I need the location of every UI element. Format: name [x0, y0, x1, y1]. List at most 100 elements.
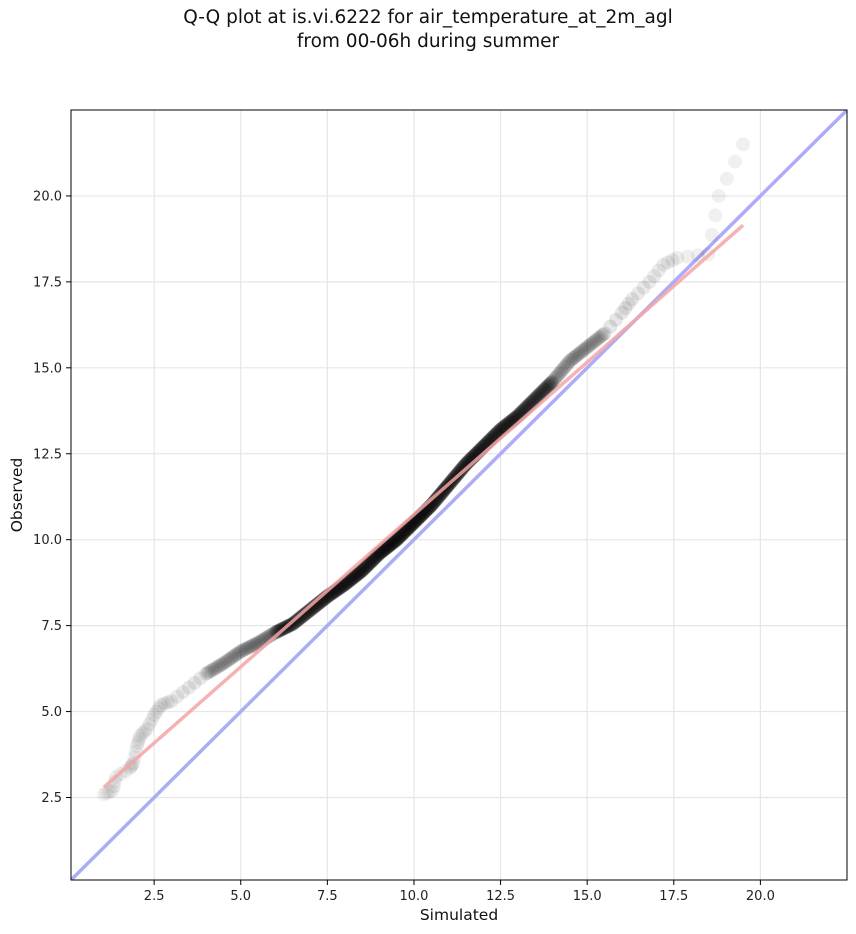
quantile-point	[625, 292, 640, 307]
quantile-point	[240, 640, 255, 655]
quantile-point	[297, 607, 312, 622]
quantile-point	[384, 537, 399, 552]
quantile-point	[534, 385, 549, 400]
y-tick-label: 5.0	[41, 705, 62, 720]
quantile-point	[127, 750, 142, 765]
quantile-point	[532, 387, 547, 402]
quantile-point	[164, 694, 179, 709]
quantile-point	[636, 280, 651, 295]
quantile-point	[455, 460, 470, 475]
quantile-point	[269, 624, 284, 639]
quantile-point	[381, 538, 396, 553]
quantile-point	[299, 606, 314, 621]
quantile-point	[388, 533, 403, 548]
quantile-point	[542, 377, 557, 392]
quantile-point	[209, 660, 224, 675]
quantile-point	[358, 559, 373, 574]
quantile-point	[344, 571, 359, 586]
quantile-point	[382, 538, 397, 553]
quantile-point	[719, 171, 734, 186]
quantile-point	[149, 704, 164, 719]
quantile-point	[137, 724, 152, 739]
quantile-point	[223, 651, 238, 666]
quantile-point	[547, 372, 562, 387]
quantile-point	[397, 524, 412, 539]
quantile-point	[557, 360, 572, 375]
quantile-point	[540, 380, 555, 395]
quantile-point	[532, 387, 547, 402]
quantile-point	[238, 641, 253, 656]
quantile-point	[533, 386, 548, 401]
quantile-point	[235, 643, 250, 658]
quantile-point	[340, 574, 355, 589]
quantile-point	[359, 558, 374, 573]
quantile-point	[181, 680, 196, 695]
quantile-point	[456, 459, 471, 474]
quantile-point	[384, 536, 399, 551]
quantile-point	[433, 487, 448, 502]
quantile-point	[367, 551, 382, 566]
quantile-point	[351, 566, 366, 581]
quantile-point	[200, 665, 215, 680]
quantile-point	[452, 464, 467, 479]
quantile-point	[202, 664, 217, 679]
quantile-point	[292, 611, 307, 626]
quantile-point	[347, 569, 362, 584]
quantile-point	[559, 358, 574, 373]
quantile-point	[293, 610, 308, 625]
quantile-point	[380, 540, 395, 555]
quantile-point	[338, 576, 353, 591]
quantile-point	[233, 644, 248, 659]
quantile-point	[656, 257, 671, 272]
quantile-point	[303, 603, 318, 618]
quantile-point	[541, 378, 556, 393]
quantile-point	[232, 645, 247, 660]
quantile-point	[708, 208, 723, 223]
quantile-point	[302, 603, 317, 618]
quantile-point	[389, 532, 404, 547]
quantile-point	[588, 333, 603, 348]
quantile-point	[207, 661, 222, 676]
quantile-point	[574, 344, 589, 359]
quantile-point	[343, 573, 358, 587]
quantile-point	[352, 565, 367, 580]
quantile-point	[129, 738, 144, 753]
quantile-point	[388, 533, 403, 548]
quantile-point	[151, 701, 166, 716]
quantile-point	[298, 606, 313, 621]
quantile-point	[107, 774, 122, 789]
quantile-point	[378, 541, 393, 556]
quantile-point	[289, 613, 304, 628]
quantile-point	[301, 604, 316, 619]
quantile-point	[561, 356, 576, 370]
quantile-point	[133, 728, 148, 743]
quantile-point	[392, 529, 407, 544]
quantile-point	[193, 671, 208, 686]
quantile-point	[350, 567, 365, 582]
quantile-point	[525, 394, 540, 409]
quantile-point	[395, 526, 410, 541]
quantile-point	[597, 326, 612, 341]
quantile-point	[434, 486, 449, 501]
quantile-point	[609, 312, 624, 327]
quantile-point	[294, 610, 309, 625]
quantile-point	[543, 376, 558, 391]
quantile-point	[392, 530, 407, 545]
quantile-point	[362, 556, 377, 571]
y-tick-label: 12.5	[33, 447, 62, 462]
x-tick-label: 7.5	[317, 889, 338, 904]
quantile-point	[343, 572, 358, 587]
quantile-point	[554, 364, 569, 379]
quantile-point	[199, 666, 214, 681]
quantile-point	[454, 462, 469, 477]
quantile-point	[340, 575, 355, 590]
quantile-point	[157, 696, 172, 711]
quantile-point	[528, 391, 543, 406]
fit-line	[102, 223, 745, 789]
quantile-point	[219, 654, 234, 669]
quantile-point	[614, 305, 629, 320]
quantile-point	[349, 568, 364, 582]
quantile-point	[393, 528, 408, 543]
quantile-point	[651, 263, 666, 278]
quantile-point	[237, 642, 252, 657]
